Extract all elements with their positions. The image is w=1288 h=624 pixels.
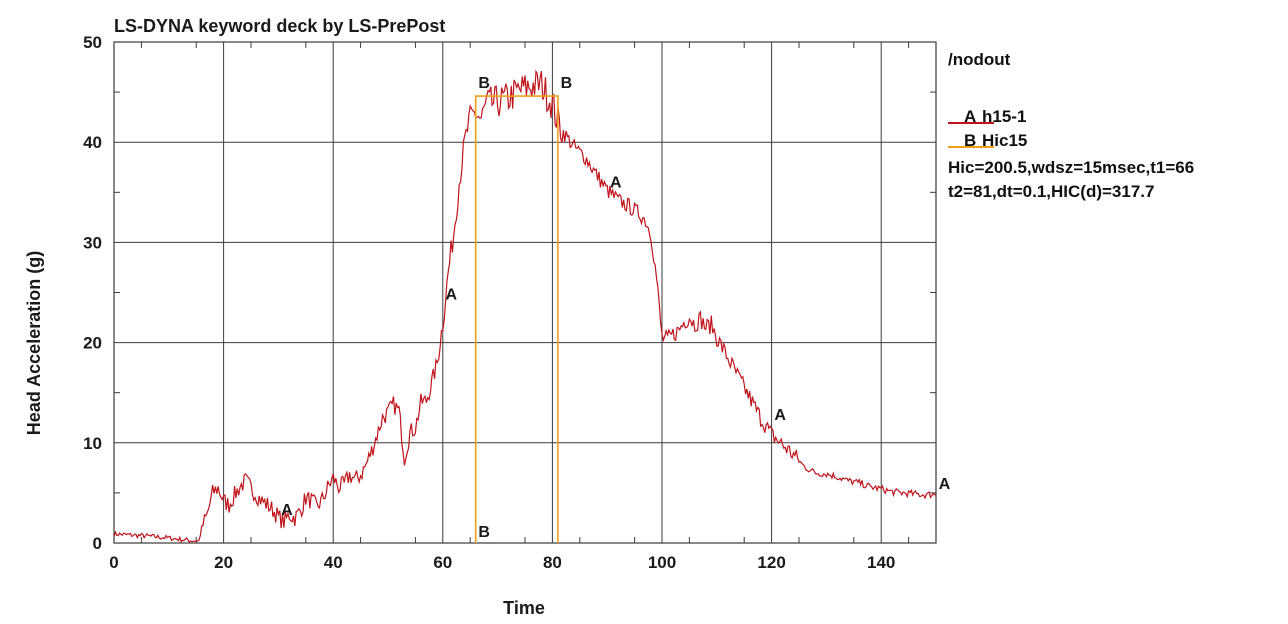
- tick-labels: 0 20 40 60 80 100 120 140 0 10 20 30 40 50: [83, 33, 895, 572]
- y-tick-label: 40: [83, 133, 102, 152]
- x-tick-label: 40: [324, 553, 343, 572]
- point-label-a: A: [281, 502, 293, 519]
- plot-frame: [113, 41, 937, 544]
- hic-result-line-2: t2=81,dt=0.1,HIC(d)=317.7: [948, 182, 1155, 201]
- point-label-b: B: [478, 75, 490, 92]
- y-tick-label: 20: [83, 334, 102, 353]
- legend-line-b: [948, 146, 994, 148]
- point-label-a: A: [774, 407, 786, 424]
- series-h15-1-line: [113, 69, 937, 543]
- legend-marker-a: A: [964, 107, 977, 126]
- hic-result-line-1: Hic=200.5,wdsz=15msec,t1=66: [948, 158, 1195, 177]
- x-tick-label: 120: [757, 553, 785, 572]
- chart-title: LS-DYNA keyword deck by LS-PrePost: [114, 16, 445, 36]
- point-label-b: B: [478, 524, 490, 541]
- y-tick-label: 30: [83, 233, 102, 252]
- y-tick-label: 0: [93, 534, 102, 553]
- x-tick-label: 60: [433, 553, 452, 572]
- legend-label-b: Hic15: [982, 131, 1028, 150]
- series-hic15-line: [474, 95, 559, 543]
- y-axis-label: Head Acceleration (g): [24, 251, 44, 435]
- chart-grid: [113, 41, 936, 544]
- point-label-a: A: [939, 476, 951, 493]
- x-tick-label: 80: [543, 553, 562, 572]
- x-axis-label: Time: [503, 598, 545, 618]
- x-tick-label: 140: [867, 553, 895, 572]
- y-tick-label: 10: [83, 434, 102, 453]
- point-label-a: A: [610, 174, 622, 191]
- x-tick-label: 0: [109, 553, 118, 572]
- legend-source: /nodout: [948, 50, 1011, 69]
- x-tick-label: 100: [648, 553, 676, 572]
- x-tick-label: 20: [214, 553, 233, 572]
- series-layer: [113, 69, 937, 543]
- legend-marker-b: B: [964, 131, 977, 150]
- legend-label-a: h15-1: [982, 107, 1027, 126]
- y-tick-label: 50: [83, 33, 102, 52]
- legend-line-a: [948, 122, 994, 124]
- point-label-b: B: [561, 75, 573, 92]
- point-label-a: A: [446, 287, 458, 304]
- point-labels: A A A A A B B B: [281, 75, 951, 541]
- minor-ticks: [114, 42, 936, 543]
